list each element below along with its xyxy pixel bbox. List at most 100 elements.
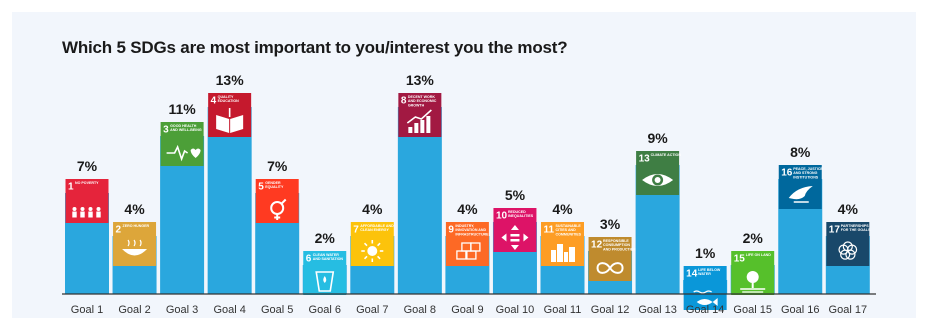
sdg-number: 12 bbox=[591, 240, 603, 251]
value-label: 5% bbox=[505, 187, 526, 203]
sdg-number: 4 bbox=[211, 96, 217, 107]
sdg-caption: NO POVERTY bbox=[75, 181, 99, 185]
book-icon bbox=[216, 108, 244, 133]
partnership-flower-icon bbox=[838, 241, 858, 260]
sdg-number: 7 bbox=[353, 225, 359, 236]
water-glass-icon bbox=[315, 271, 335, 292]
x-tick-label: Goal 8 bbox=[404, 304, 436, 316]
sdg-caption: EQUALITY bbox=[265, 185, 284, 189]
x-tick-label: Goal 7 bbox=[356, 304, 388, 316]
x-tick-label: Goal 6 bbox=[309, 304, 341, 316]
sdg-number: 14 bbox=[686, 269, 698, 280]
value-label: 13% bbox=[216, 72, 245, 88]
sdg-number: 13 bbox=[639, 154, 651, 165]
sdg-caption: GOOD HEALTH bbox=[170, 124, 197, 128]
value-label: 9% bbox=[647, 130, 668, 146]
sdg-caption: GENDER bbox=[265, 181, 281, 185]
fish-icon bbox=[693, 290, 718, 306]
sdg-caption: DECENT WORK bbox=[408, 95, 436, 99]
sdg-caption: RESPONSIBLE bbox=[603, 239, 629, 243]
sdg-caption: AND ECONOMIC bbox=[408, 99, 437, 103]
sdg-caption: LIFE ON LAND bbox=[746, 253, 772, 257]
sdg-caption: PEACE, JUSTICE bbox=[793, 167, 823, 171]
sdg-number: 16 bbox=[781, 168, 793, 179]
x-tick-label: Goal 1 bbox=[71, 304, 103, 316]
x-tick-label: Goal 14 bbox=[686, 304, 725, 316]
cubes-icon bbox=[456, 242, 481, 260]
sdg-caption: AND WELL-BEING bbox=[170, 128, 202, 132]
sdg-number: 11 bbox=[544, 225, 555, 236]
sdg-caption: AND STRONG bbox=[793, 171, 817, 175]
value-label: 7% bbox=[267, 158, 288, 174]
sdg-tile-13: 13 CLIMATE ACTION bbox=[636, 151, 681, 195]
value-label: 4% bbox=[124, 201, 145, 217]
tree-icon bbox=[740, 271, 766, 293]
sdg-caption: CLEAN ENERGY bbox=[360, 228, 389, 232]
value-label: 13% bbox=[406, 72, 435, 88]
value-label: 4% bbox=[457, 201, 478, 217]
sdg-caption: FOR THE GOALS bbox=[841, 228, 871, 232]
sdg-caption: INDUSTRY, bbox=[455, 224, 474, 228]
sdg-number: 6 bbox=[306, 254, 312, 265]
chart-title: Which 5 SDGs are most important to you/i… bbox=[62, 38, 568, 57]
x-tick-label: Goal 15 bbox=[733, 304, 772, 316]
sdg-caption: CITIES AND bbox=[556, 228, 577, 232]
sdg-number: 15 bbox=[734, 254, 746, 265]
sdg-caption: ZERO HUNGER bbox=[123, 224, 150, 228]
dove-icon bbox=[788, 186, 813, 203]
x-tick-label: Goal 17 bbox=[829, 304, 868, 316]
sdg-number: 3 bbox=[163, 125, 169, 136]
value-label: 2% bbox=[743, 230, 764, 246]
eye-globe-icon bbox=[642, 174, 674, 186]
x-tick-label: Goal 4 bbox=[213, 304, 245, 316]
sdg-caption: LIFE BELOW bbox=[698, 268, 721, 272]
sdg-number: 17 bbox=[829, 225, 841, 236]
sdg-caption: INSTITUTIONS bbox=[793, 175, 819, 179]
x-tick-label: Goal 13 bbox=[638, 304, 677, 316]
x-tick-label: Goal 10 bbox=[496, 304, 535, 316]
x-tick-label: Goal 16 bbox=[781, 304, 820, 316]
sdg-tile-1: 1 NO POVERTY bbox=[65, 179, 109, 223]
sdg-tile-2: 2 ZERO HUNGER bbox=[113, 222, 157, 266]
x-tick-label: Goal 3 bbox=[166, 304, 198, 316]
value-label: 2% bbox=[315, 230, 336, 246]
x-tick-label: Goal 11 bbox=[544, 304, 582, 316]
x-tick-label: Goal 5 bbox=[261, 304, 293, 316]
bar-goal-8 bbox=[397, 107, 442, 294]
sdg-number: 10 bbox=[496, 211, 508, 222]
x-tick-label: Goal 12 bbox=[591, 304, 630, 316]
sdg-caption: EDUCATION bbox=[218, 99, 239, 103]
sdg-caption: CONSUMPTION bbox=[603, 243, 630, 247]
infinity-icon bbox=[596, 262, 624, 274]
bowl-icon bbox=[122, 239, 148, 256]
value-label: 4% bbox=[552, 201, 573, 217]
sdg-tile-15: 15 LIFE ON LAND bbox=[731, 251, 775, 295]
sdg-caption: SUSTAINABLE bbox=[556, 224, 582, 228]
growth-chart-icon bbox=[406, 109, 432, 133]
sdg-caption: INFRASTRUCTURE bbox=[455, 232, 489, 236]
equality-arrows-icon bbox=[501, 225, 529, 250]
value-label: 4% bbox=[838, 201, 859, 217]
value-label: 4% bbox=[362, 201, 383, 217]
sdg-number: 8 bbox=[401, 96, 407, 107]
family-icon bbox=[72, 207, 101, 218]
x-tick-label: Goal 9 bbox=[451, 304, 483, 316]
sdg-caption: AND PRODUCTION bbox=[603, 247, 636, 251]
sun-icon bbox=[361, 240, 384, 262]
bar-goal-4 bbox=[207, 107, 252, 294]
sdg-caption: INEQUALITIES bbox=[508, 214, 534, 218]
sdg-number: 1 bbox=[68, 182, 74, 193]
sdg-number: 5 bbox=[258, 182, 264, 193]
